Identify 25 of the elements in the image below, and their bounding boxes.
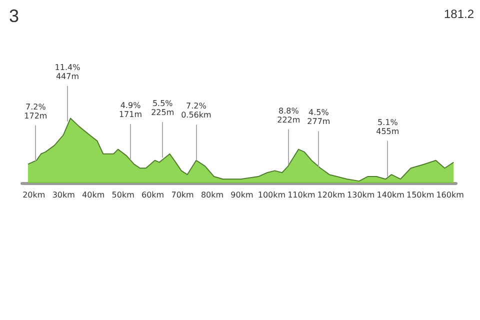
annotation: 4.5% 277m	[307, 108, 330, 126]
annotation: 7.2% 0.56km	[181, 102, 212, 120]
x-tick-label: 20km	[22, 190, 46, 200]
text: 181.2	[444, 7, 474, 21]
x-tick-label: 60km	[141, 190, 164, 200]
x-tick-label: 120km	[317, 190, 346, 200]
annotation: 8.8% 222m	[277, 106, 300, 124]
annotation: 5.1% 455m	[376, 118, 400, 136]
x-tick-label: 160km	[436, 190, 464, 200]
annotation: 7.2% 172m	[24, 102, 48, 120]
chart-title: 3	[9, 6, 20, 26]
x-tick-label: 150km	[406, 190, 434, 200]
x-tick-label: 80km	[200, 190, 224, 200]
x-tick-label: 100km	[258, 190, 286, 200]
x-tick-label: 50km	[112, 190, 135, 200]
x-tick-label: 110km	[288, 190, 316, 200]
x-tick-label: 30km	[52, 190, 76, 200]
annotation: 4.9% 171m	[118, 101, 142, 120]
x-tick-label: 40km	[82, 190, 105, 200]
x-tick-label: 140km	[376, 190, 405, 200]
x-tick-label: 90km	[230, 190, 254, 200]
x-tick-label: 70km	[171, 190, 194, 200]
x-tick-label: 130km	[347, 190, 375, 200]
annotation: 11.4% 447m	[54, 62, 81, 81]
annotation: 5.5% 225m	[151, 99, 174, 118]
